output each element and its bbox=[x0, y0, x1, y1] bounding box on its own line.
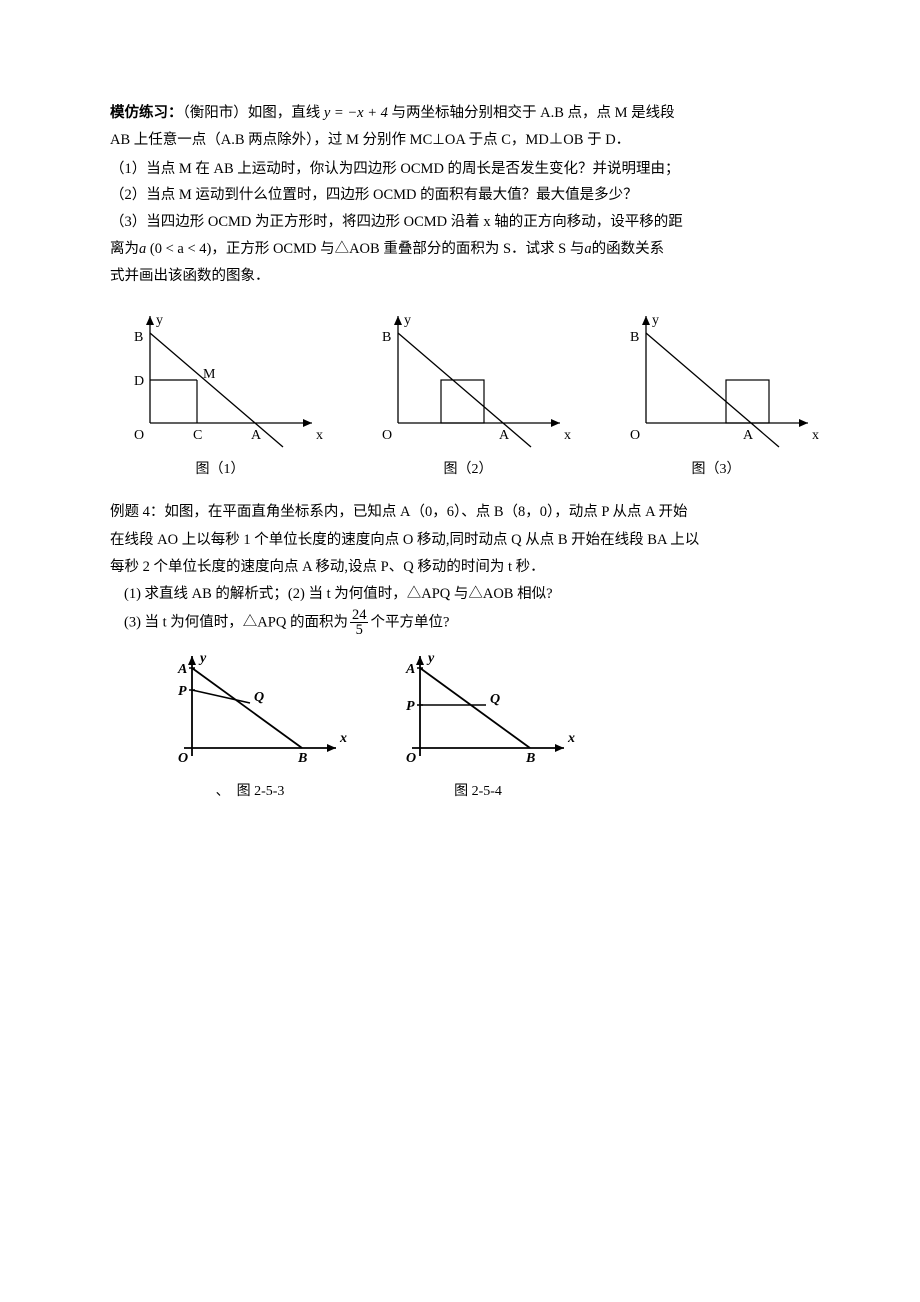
figure-b1-svg: y x O AP Q B bbox=[150, 650, 350, 775]
svg-text:x: x bbox=[564, 428, 571, 443]
svg-text:O: O bbox=[630, 428, 640, 443]
svg-text:O: O bbox=[382, 428, 392, 443]
problem1-q3-l3: 式并画出该函数的图象． bbox=[110, 263, 810, 290]
figure-row-1: y x O A B C D M 图（1） y x O A B 图（2） y x O A B 图（3） bbox=[110, 308, 810, 483]
svg-text:y: y bbox=[198, 651, 207, 666]
problem2-line1: 例题 4：如图，在平面直角坐标系内，已知点 A（0，6）、点 B（8，0），动点… bbox=[110, 499, 810, 526]
svg-text:Q: Q bbox=[490, 692, 500, 707]
frac-num: 24 bbox=[350, 608, 369, 624]
problem1-line2: AB 上任意一点（A.B 两点除外），过 M 分别作 MC⊥OA 于点 C，MD… bbox=[110, 127, 810, 154]
svg-text:A: A bbox=[743, 428, 754, 443]
svg-text:A: A bbox=[405, 662, 415, 677]
figure-b2: y x O A P Q B 图 2-5-4 bbox=[378, 650, 578, 805]
problem1-line1: 模仿练习：（衡阳市）如图，直线 y = −x + 4 与两坐标轴分别相交于 A.… bbox=[110, 100, 810, 127]
problem1-title-prefix: 模仿练习： bbox=[110, 105, 183, 121]
problem1-q3-mid: ，正方形 OCMD 与△AOB 重叠部分的面积为 S．试求 S 与 bbox=[211, 241, 584, 257]
figure-1: y x O A B C D M 图（1） bbox=[110, 308, 330, 483]
figure-b2-caption: 图 2-5-4 bbox=[454, 779, 502, 805]
problem1-q3-l1: （3）当四边形 OCMD 为正方形时，将四边形 OCMD 沿着 x 轴的正方向移… bbox=[110, 209, 810, 236]
svg-text:A: A bbox=[499, 428, 510, 443]
svg-text:y: y bbox=[652, 313, 659, 328]
figure-b2-svg: y x O A P Q B bbox=[378, 650, 578, 775]
svg-text:C: C bbox=[193, 428, 202, 443]
figure-row-2: yxOAPQB 、 图 2-5-3 yxOAPQB 图 2-5-4 bbox=[150, 650, 810, 805]
problem1-title-rest: （衡阳市）如图，直线 bbox=[183, 105, 321, 121]
var-a2: a bbox=[584, 241, 591, 257]
problem2-q1: (1) 求直线 AB 的解析式；(2) 当 t 为何值时，△APQ 与△AOB … bbox=[110, 581, 810, 608]
problem1-q3-post: 的函数关系 bbox=[592, 241, 665, 257]
problem1-equation: y = −x + 4 bbox=[324, 105, 388, 121]
svg-text:x: x bbox=[812, 428, 819, 443]
problem1-q2: （2）当点 M 运动到什么位置时，四边形 OCMD 的面积有最大值？最大值是多少… bbox=[110, 182, 810, 209]
problem2-q3: (3) 当 t 为何值时，△APQ 的面积为245个平方单位? bbox=[110, 608, 810, 638]
svg-text:O: O bbox=[134, 428, 144, 443]
svg-text:D: D bbox=[134, 374, 144, 389]
svg-text:A: A bbox=[251, 428, 262, 443]
problem2-q3-post: 个平方单位? bbox=[370, 614, 449, 630]
svg-text:O: O bbox=[178, 751, 188, 766]
figure-3: y x O A B 图（3） bbox=[606, 308, 826, 483]
fraction: 245 bbox=[350, 608, 369, 638]
problem2-line2: 在线段 AO 上以每秒 1 个单位长度的速度向点 O 移动,同时动点 Q 从点 … bbox=[110, 527, 810, 554]
svg-text:x: x bbox=[567, 731, 575, 746]
svg-text:B: B bbox=[134, 330, 143, 345]
svg-text:A: A bbox=[177, 662, 187, 677]
problem1-q3-constraint: (0 < a < 4) bbox=[150, 241, 211, 257]
figure-2-svg: y x O A B bbox=[358, 308, 578, 453]
figure-2-caption: 图（2） bbox=[444, 457, 493, 483]
svg-text:P: P bbox=[406, 699, 415, 714]
svg-text:P: P bbox=[178, 684, 187, 699]
svg-text:B: B bbox=[382, 330, 391, 345]
svg-text:y: y bbox=[426, 651, 435, 666]
svg-text:x: x bbox=[316, 428, 323, 443]
problem1-title-after: 与两坐标轴分别相交于 A.B 点，点 M 是线段 bbox=[391, 105, 674, 121]
figure-2: y x O A B 图（2） bbox=[358, 308, 578, 483]
frac-den: 5 bbox=[350, 623, 369, 638]
var-a: a bbox=[139, 241, 146, 257]
figure-3-caption: 图（3） bbox=[692, 457, 741, 483]
figure-b1-caption: 、 图 2-5-3 bbox=[216, 779, 285, 805]
problem1-q3-pre: 离为 bbox=[110, 241, 139, 257]
svg-text:O: O bbox=[406, 751, 416, 766]
svg-text:B: B bbox=[525, 751, 535, 766]
figure-1-caption: 图（1） bbox=[196, 457, 245, 483]
problem2-q3-pre: (3) 当 t 为何值时，△APQ 的面积为 bbox=[124, 614, 348, 630]
figure-b1: y x O AP Q B 、 图 2-5-3 bbox=[150, 650, 350, 805]
svg-text:B: B bbox=[630, 330, 639, 345]
figure-3-svg: y x O A B bbox=[606, 308, 826, 453]
svg-text:y: y bbox=[156, 313, 163, 328]
problem1-q1: （1）当点 M 在 AB 上运动时，你认为四边形 OCMD 的周长是否发生变化？… bbox=[110, 156, 810, 183]
problem1-q3-l2: 离为a (0 < a < 4)，正方形 OCMD 与△AOB 重叠部分的面积为 … bbox=[110, 236, 810, 263]
svg-text:M: M bbox=[203, 367, 216, 382]
svg-text:Q: Q bbox=[254, 690, 264, 705]
svg-text:B: B bbox=[297, 751, 307, 766]
svg-text:x: x bbox=[339, 731, 347, 746]
problem2-line3: 每秒 2 个单位长度的速度向点 A 移动,设点 P、Q 移动的时间为 t 秒． bbox=[110, 554, 810, 581]
figure-1-svg: y x O A B C D M bbox=[110, 308, 330, 453]
svg-text:y: y bbox=[404, 313, 411, 328]
